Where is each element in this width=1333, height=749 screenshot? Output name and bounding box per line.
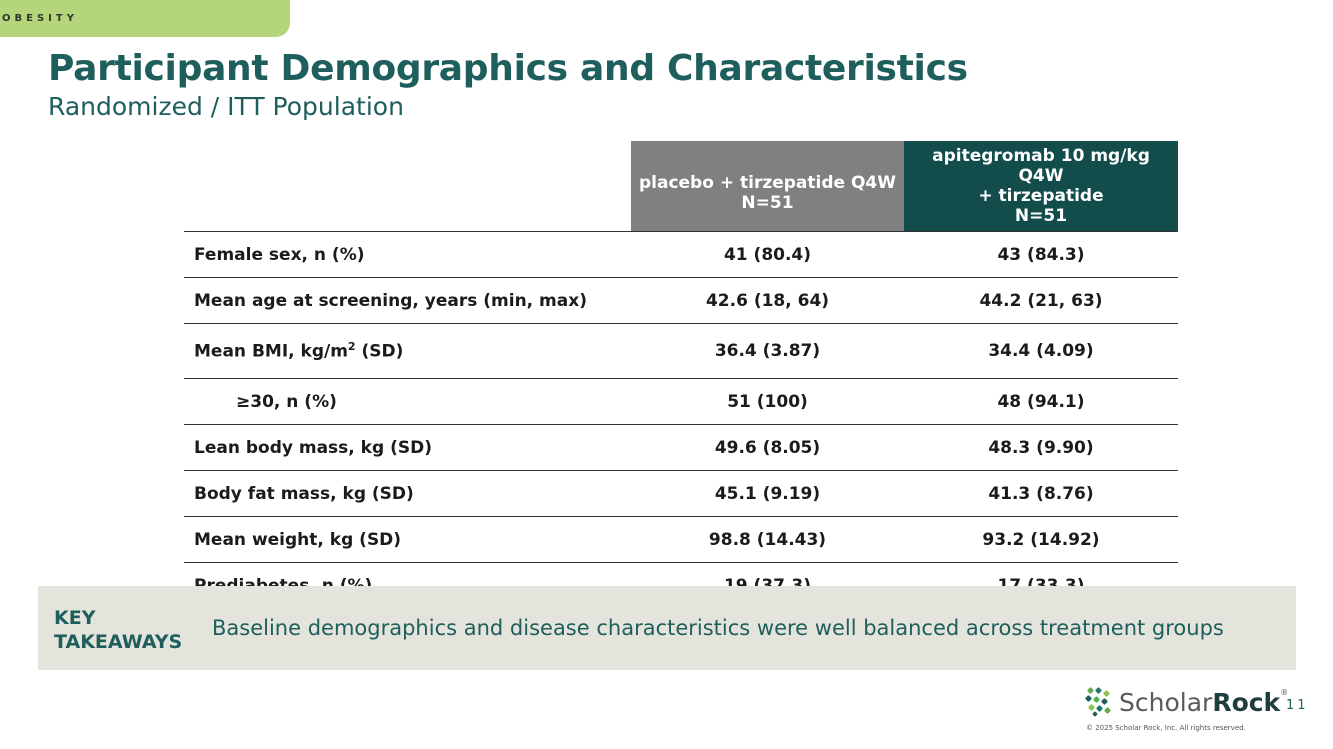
page-subtitle: Randomized / ITT Population xyxy=(48,92,404,121)
page-number: 11 xyxy=(1286,698,1309,713)
logo-rock: Rock xyxy=(1212,687,1281,717)
header-apite-line3: N=51 xyxy=(1014,206,1068,226)
page-title: Participant Demographics and Characteris… xyxy=(48,48,968,89)
row-label: Lean body mass, kg (SD) xyxy=(184,424,631,471)
bmi-label-suffix: (SD) xyxy=(355,341,404,362)
header-apitegromab-group: apitegromab 10 mg/kg Q4W + tirzepatide N… xyxy=(904,141,1178,232)
row-label: Mean BMI, kg/m2 (SD) xyxy=(184,323,631,379)
table-row: Body fat mass, kg (SD) 45.1 (9.19) 41.3 … xyxy=(184,470,1178,517)
header-apite-line1: apitegromab 10 mg/kg Q4W xyxy=(932,146,1150,186)
logo-registered-mark: ® xyxy=(1280,687,1289,697)
copyright: © 2025 Scholar Rock, Inc. All rights res… xyxy=(1086,724,1246,732)
apitegromab-value: 34.4 (4.09) xyxy=(904,323,1178,379)
table-row: Mean BMI, kg/m2 (SD) 36.4 (3.87) 34.4 (4… xyxy=(184,323,1178,379)
apitegromab-value: 44.2 (21, 63) xyxy=(904,277,1178,324)
key-takeaways-title: KEY TAKEAWAYS xyxy=(54,606,182,654)
scholar-rock-logo: ScholarRock® xyxy=(1085,686,1288,718)
bmi-label-text: Mean BMI, kg/m xyxy=(194,341,348,362)
placebo-value: 98.8 (14.43) xyxy=(631,516,904,563)
key-takeaways-text: Baseline demographics and disease charac… xyxy=(212,616,1224,640)
placebo-value: 36.4 (3.87) xyxy=(631,323,904,379)
apitegromab-value: 43 (84.3) xyxy=(904,231,1178,278)
header-placebo-group: placebo + tirzepatide Q4W N=51 xyxy=(631,141,904,232)
row-label: Body fat mass, kg (SD) xyxy=(184,470,631,517)
row-label: Mean age at screening, years (min, max) xyxy=(184,277,631,324)
key-takeaways-title-line1: KEY xyxy=(54,607,96,629)
section-tag: OBESITY xyxy=(0,0,290,37)
row-label: ≥30, n (%) xyxy=(184,378,631,425)
placebo-value: 42.6 (18, 64) xyxy=(631,277,904,324)
apitegromab-value: 41.3 (8.76) xyxy=(904,470,1178,517)
table-row: Mean age at screening, years (min, max) … xyxy=(184,277,1178,324)
table-row: Female sex, n (%) 41 (80.4) 43 (84.3) xyxy=(184,231,1178,278)
table-row: Lean body mass, kg (SD) 49.6 (8.05) 48.3… xyxy=(184,424,1178,471)
key-takeaways-title-line2: TAKEAWAYS xyxy=(54,631,183,653)
section-tag-label: OBESITY xyxy=(2,13,78,24)
apitegromab-value: 93.2 (14.92) xyxy=(904,516,1178,563)
apitegromab-value: 48.3 (9.90) xyxy=(904,424,1178,471)
logo-wordmark: ScholarRock® xyxy=(1119,688,1288,717)
key-takeaways-box: KEY TAKEAWAYS Baseline demographics and … xyxy=(38,586,1296,670)
header-placebo-line2: N=51 xyxy=(741,193,794,213)
table-header-row: placebo + tirzepatide Q4W N=51 apitegrom… xyxy=(184,141,1178,232)
placebo-value: 51 (100) xyxy=(631,378,904,425)
header-blank-cell xyxy=(184,141,631,232)
placebo-value: 41 (80.4) xyxy=(631,231,904,278)
apitegromab-value: 48 (94.1) xyxy=(904,378,1178,425)
table-row: ≥30, n (%) 51 (100) 48 (94.1) xyxy=(184,378,1178,425)
row-label: Female sex, n (%) xyxy=(184,231,631,278)
placebo-value: 49.6 (8.05) xyxy=(631,424,904,471)
header-apite-line2: + tirzepatide xyxy=(978,186,1104,206)
scholar-rock-logo-icon xyxy=(1085,687,1111,717)
row-label: Mean weight, kg (SD) xyxy=(184,516,631,563)
table-row: Mean weight, kg (SD) 98.8 (14.43) 93.2 (… xyxy=(184,516,1178,563)
header-placebo-line1: placebo + tirzepatide Q4W xyxy=(638,173,896,193)
logo-scholar: Scholar xyxy=(1119,687,1213,717)
demographics-table: placebo + tirzepatide Q4W N=51 apitegrom… xyxy=(184,141,1178,609)
bmi-label-superscript: 2 xyxy=(347,340,356,354)
placebo-value: 45.1 (9.19) xyxy=(631,470,904,517)
